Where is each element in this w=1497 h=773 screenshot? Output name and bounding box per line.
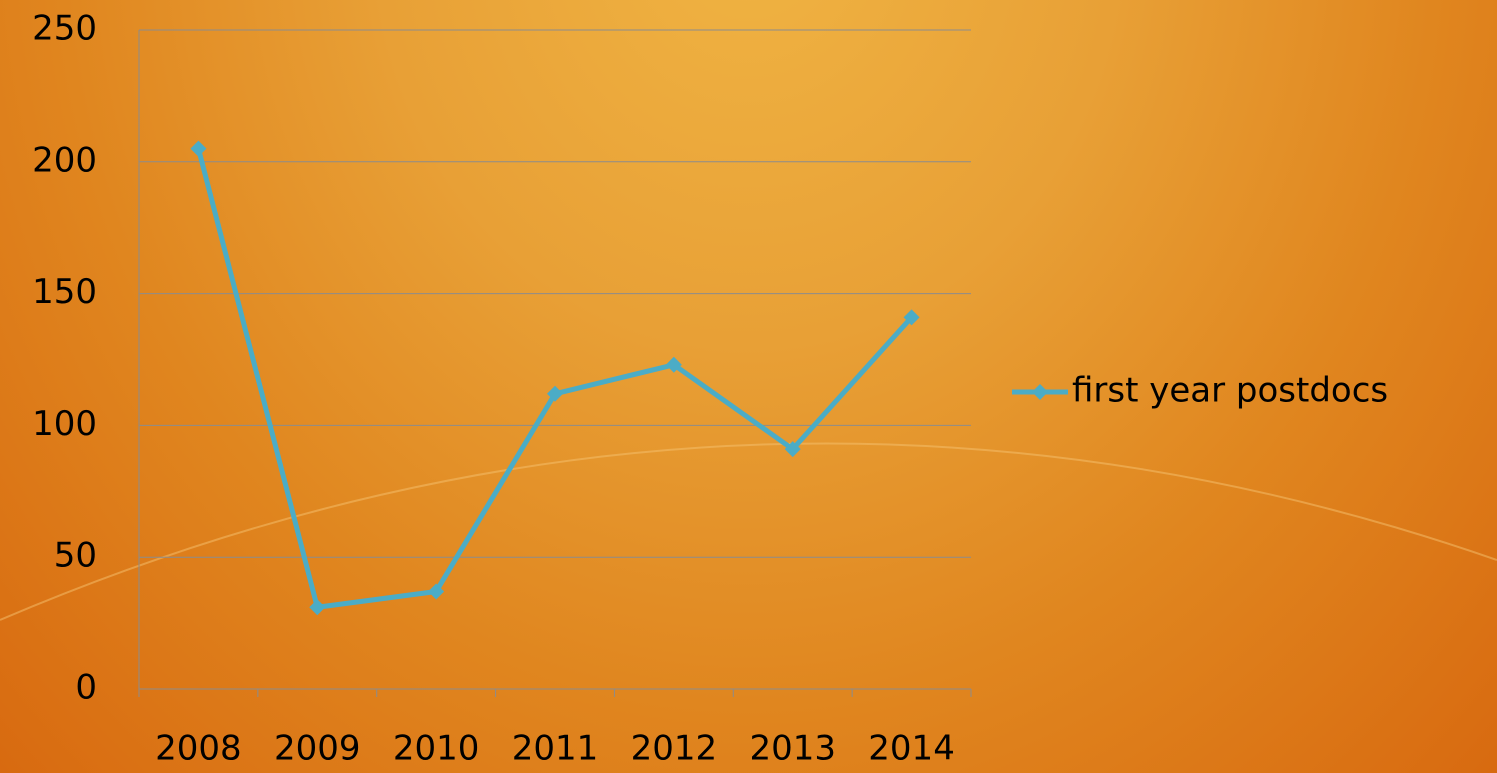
x-tick-label: 2009 xyxy=(274,729,361,769)
x-tick-label: 2008 xyxy=(155,729,242,769)
series-line xyxy=(198,149,911,608)
x-tick-label: 2014 xyxy=(868,729,955,769)
chart: 0 50 100 150 200 250 2008 2009 2010 2011 2012 2013 2… xyxy=(0,0,1497,773)
legend-label: first year postdocs xyxy=(1072,371,1388,411)
y-tick-label: 250 xyxy=(32,9,97,49)
x-tick-label: 2013 xyxy=(749,729,836,769)
x-tick-label: 2010 xyxy=(393,729,480,769)
data-point xyxy=(309,599,325,615)
y-tick-label: 150 xyxy=(32,272,97,312)
y-tick-label: 0 xyxy=(75,668,97,708)
y-tick-label: 200 xyxy=(32,140,97,180)
x-tick-label: 2012 xyxy=(631,729,718,769)
legend-marker xyxy=(1032,384,1048,400)
data-point xyxy=(190,141,206,157)
decoration xyxy=(0,443,1497,620)
x-tick-label: 2011 xyxy=(512,729,599,769)
y-tick-label: 100 xyxy=(32,404,97,444)
y-tick-label: 50 xyxy=(54,536,97,576)
